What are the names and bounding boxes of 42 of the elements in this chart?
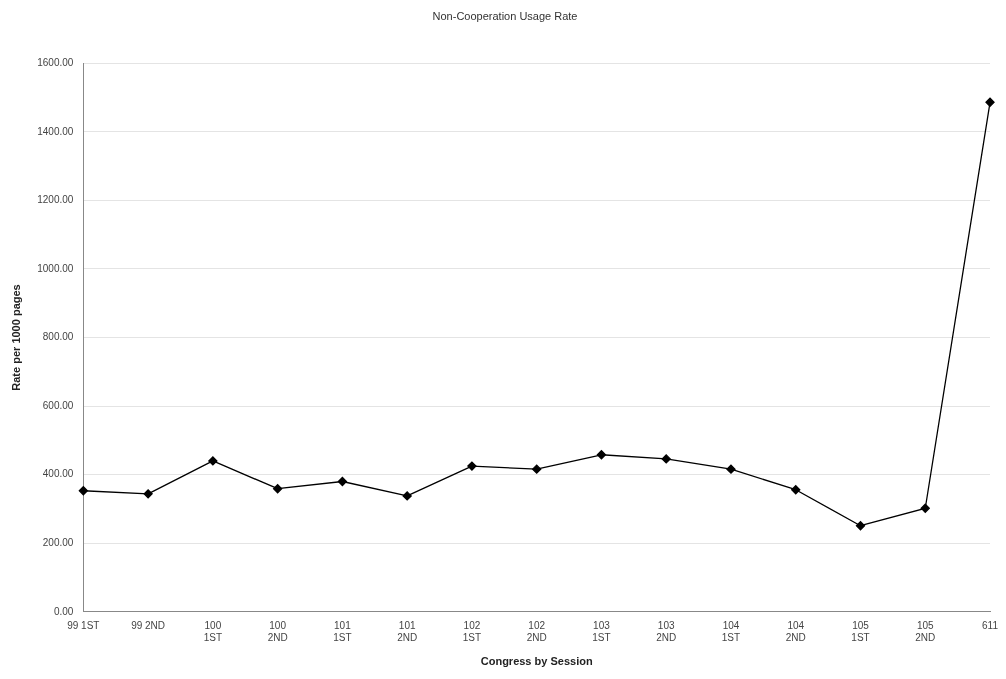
- x-tick-label: 611: [982, 619, 999, 631]
- point: [272, 484, 283, 494]
- x-tick-label: 102 2ND: [526, 619, 547, 643]
- point: [78, 486, 88, 496]
- y-tick-label: 200.00: [42, 536, 74, 548]
- x-tick-label: 103 1ST: [592, 619, 611, 643]
- y-tick-label: 400.00: [42, 468, 74, 480]
- x-tick-label: 101 1ST: [333, 619, 352, 643]
- x-tick-label: 103 2ND: [656, 619, 677, 643]
- y-tick-label: 1600.00: [37, 56, 74, 68]
- point: [596, 450, 607, 460]
- point: [855, 521, 866, 531]
- y-tick-label: 1200.00: [37, 194, 74, 206]
- x-tick-label: 102 1ST: [462, 619, 482, 643]
- x-tick-label: 105 1ST: [851, 619, 870, 643]
- x-tick-label: 100 2ND: [267, 619, 288, 643]
- x-axis-title: Congress by Session: [480, 655, 593, 668]
- x-tick-label: 104 1ST: [721, 619, 741, 643]
- x-tick-label: 99 2ND: [131, 619, 166, 631]
- x-tick-label: 101 2ND: [397, 619, 418, 643]
- point: [532, 464, 542, 474]
- point: [467, 461, 477, 471]
- y-tick-label: 800.00: [42, 331, 74, 343]
- x-tick-label: 105 2ND: [915, 619, 936, 643]
- x-tick-label: 104 2ND: [785, 619, 806, 643]
- chart-title: Non-Cooperation Usage Rate: [432, 9, 578, 22]
- point: [920, 503, 930, 513]
- point: [208, 456, 218, 466]
- y-tick-label: 0.00: [53, 605, 74, 617]
- x-tick-label: 100 1ST: [203, 619, 223, 643]
- point: [337, 476, 348, 487]
- point: [985, 97, 995, 107]
- y-tick-label: 1000.00: [37, 262, 74, 274]
- y-axis-title: Rate per 1000 pages: [9, 284, 22, 391]
- point: [661, 454, 671, 464]
- y-tick-label: 600.00: [42, 399, 74, 411]
- point: [791, 485, 801, 495]
- point: [402, 491, 412, 501]
- x-tick-label: 99 1ST: [67, 619, 100, 631]
- point: [726, 464, 736, 474]
- point: [143, 489, 153, 499]
- y-tick-label: 1400.00: [37, 125, 74, 137]
